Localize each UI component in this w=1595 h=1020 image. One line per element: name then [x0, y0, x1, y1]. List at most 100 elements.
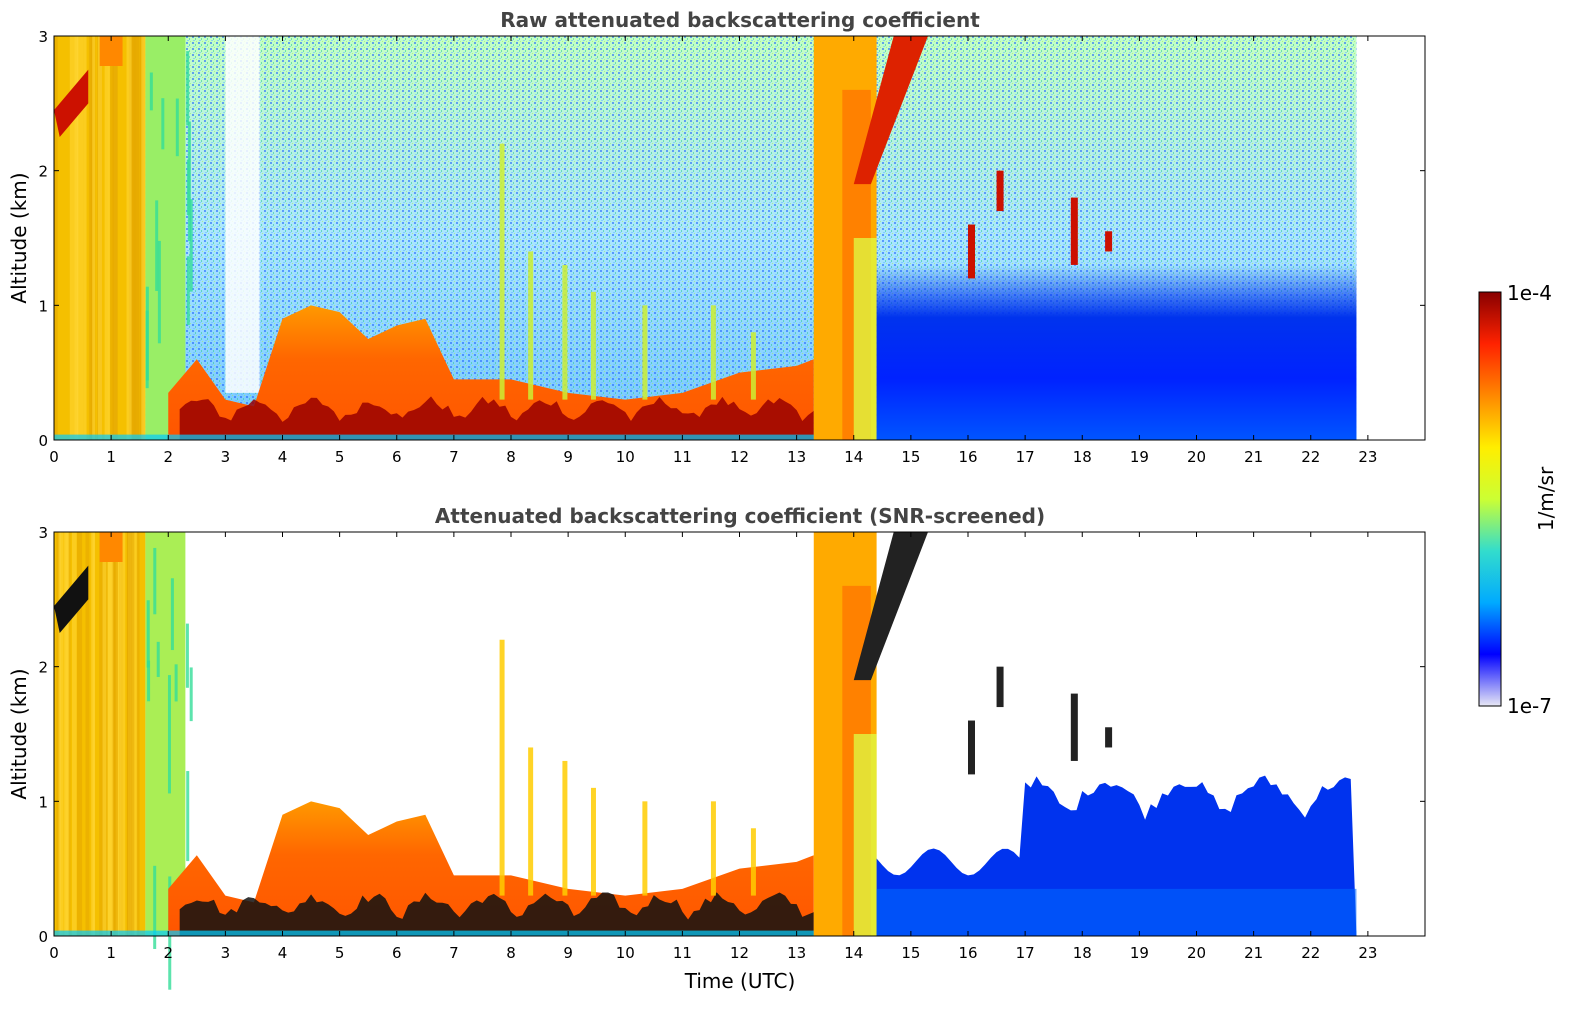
y-tick-label: 0 [38, 432, 48, 450]
x-tick-label: 14 [844, 448, 863, 466]
green-streak [175, 98, 179, 157]
x-tick-label: 2 [163, 448, 173, 466]
y-tick-label: 1 [38, 297, 48, 315]
x-tick-label: 15 [901, 448, 920, 466]
y-tick-label: 2 [38, 163, 48, 181]
x-tick-label: 0 [49, 448, 59, 466]
x-tick-label: 20 [1187, 448, 1206, 466]
x-tick-label: 23 [1358, 944, 1377, 962]
morning-streak [107, 532, 114, 936]
x-tick-label: 7 [449, 448, 459, 466]
morning-streak [77, 36, 80, 440]
x-tick-label: 15 [901, 944, 920, 962]
aerosol-plume [499, 639, 505, 896]
morning-streak [119, 532, 126, 936]
x-tick-label: 7 [449, 944, 459, 962]
cloud-patch [54, 69, 89, 137]
x-tick-label: 19 [1130, 448, 1149, 466]
aerosol-plume [750, 828, 756, 896]
surface-band [54, 434, 1357, 440]
panel-raw-plot [54, 36, 1357, 440]
x-tick-label: 4 [278, 448, 288, 466]
morning-streak [59, 532, 64, 936]
panel-raw-y-ticks: 0 1 2 3 [38, 28, 1425, 450]
green-streak [189, 667, 193, 722]
morning-streak [92, 36, 96, 440]
morning-streak [91, 532, 96, 936]
aerosol-plume [710, 801, 716, 896]
x-tick-label: 14 [844, 944, 863, 962]
afternoon-clear-air [876, 264, 1357, 440]
boundary-layer-core [179, 892, 814, 936]
morning-streak [141, 36, 145, 440]
aerosol-plume [562, 760, 568, 896]
green-streak [170, 578, 174, 651]
morning-green-band [145, 532, 186, 936]
green-streak [189, 199, 193, 292]
cloud-fragment [1105, 231, 1113, 252]
green-streak [167, 675, 171, 794]
panel-screened-title: Attenuated backscattering coefficient (S… [435, 504, 1045, 528]
morning-streak [77, 532, 83, 936]
cloud-fragment [968, 224, 975, 279]
x-tick-label: 12 [730, 448, 749, 466]
morning-streak [63, 532, 70, 936]
green-streak [157, 240, 161, 344]
green-streak [145, 310, 149, 389]
aerosol-plume [499, 143, 505, 400]
x-tick-label: 3 [221, 448, 231, 466]
clear-gap [225, 36, 260, 393]
cloud-fragment [1070, 197, 1078, 265]
green-streak [155, 200, 159, 291]
panel-screened-plot [54, 532, 1357, 990]
green-streak [146, 600, 150, 668]
green-streak [186, 771, 190, 862]
morning-streak [83, 36, 87, 440]
green-streak [161, 98, 165, 150]
aerosol-plume [642, 305, 648, 400]
panel-screened-y-ticks: 0 1 2 3 [38, 524, 1425, 946]
morning-streak [136, 36, 142, 440]
cloud-fragment [996, 170, 1004, 212]
aerosol-plume [642, 801, 648, 896]
x-tick-label: 23 [1358, 448, 1377, 466]
x-tick-label: 16 [958, 448, 977, 466]
x-tick-label: 6 [392, 944, 402, 962]
x-tick-label: 8 [506, 944, 516, 962]
morning-streak [58, 532, 62, 936]
aerosol-plume [590, 291, 596, 400]
panel-raw-y-label: Altitude (km) [7, 172, 31, 303]
x-tick-label: 18 [1073, 448, 1092, 466]
x-tick-label: 17 [1016, 448, 1035, 466]
panel-screened-y-label: Altitude (km) [7, 668, 31, 799]
morning-streak [74, 36, 79, 440]
aerosol-plume [562, 264, 568, 400]
morning-streak [132, 532, 138, 936]
green-streak [174, 664, 178, 702]
aerosol-plume [528, 747, 534, 896]
morning-streak [112, 36, 118, 440]
x-tick-label: 16 [958, 944, 977, 962]
x-tick-label: 1 [106, 944, 116, 962]
green-streak [153, 547, 157, 615]
green-streak [187, 121, 191, 242]
cloud-fragment [968, 720, 975, 775]
morning-streak [54, 36, 58, 440]
x-tick-label: 11 [673, 448, 692, 466]
morning-streak [128, 36, 133, 440]
morning-streak [126, 36, 130, 440]
y-tick-label: 1 [38, 793, 48, 811]
x-tick-label: 8 [506, 448, 516, 466]
x-tick-label: 21 [1244, 944, 1263, 962]
x-tick-label: 22 [1301, 944, 1320, 962]
aerosol-plume [750, 332, 756, 400]
x-tick-label: 20 [1187, 944, 1206, 962]
x-tick-label: 17 [1016, 944, 1035, 962]
colorbar: 1e-4 1e-7 1/m/sr [1478, 281, 1558, 718]
panel-raw-title: Raw attenuated backscattering coefficien… [500, 8, 980, 32]
x-tick-label: 1 [106, 448, 116, 466]
morning-streak [71, 532, 77, 936]
morning-streak [88, 36, 93, 440]
green-streak [185, 623, 189, 688]
